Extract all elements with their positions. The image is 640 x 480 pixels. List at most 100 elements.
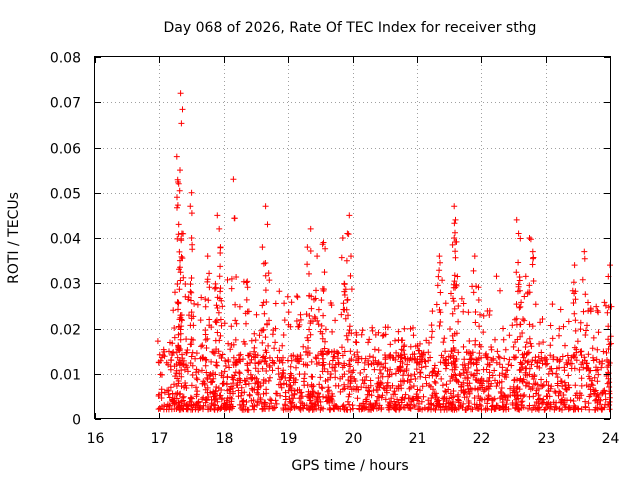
data-point <box>215 309 222 316</box>
data-point <box>332 403 339 410</box>
data-point <box>176 357 183 364</box>
data-point <box>188 353 195 360</box>
data-point <box>305 345 311 351</box>
data-point <box>524 359 531 366</box>
data-point <box>202 296 209 303</box>
data-point <box>587 306 594 313</box>
data-point <box>398 337 405 344</box>
data-point <box>348 356 355 363</box>
data-point <box>210 370 216 376</box>
data-point <box>364 391 371 398</box>
data-point <box>600 348 607 355</box>
data-point <box>287 363 294 370</box>
data-point <box>545 370 552 377</box>
data-point <box>240 356 246 363</box>
data-point <box>520 393 527 400</box>
data-point <box>259 354 266 361</box>
data-point <box>263 386 270 393</box>
data-point <box>259 302 266 309</box>
data-point <box>589 382 596 389</box>
data-point <box>468 361 474 368</box>
data-point <box>513 301 520 308</box>
data-point <box>331 353 338 360</box>
data-point <box>226 386 233 393</box>
data-point <box>382 352 388 358</box>
data-point <box>337 375 344 382</box>
data-point <box>572 317 579 324</box>
data-point <box>505 361 512 368</box>
data-point <box>599 360 606 367</box>
data-point <box>474 367 481 374</box>
data-point <box>449 332 456 339</box>
data-point <box>493 273 500 280</box>
data-point <box>463 349 470 356</box>
data-point <box>385 373 392 380</box>
data-point <box>518 299 525 306</box>
data-point <box>211 350 218 357</box>
data-point <box>397 405 403 412</box>
data-point <box>475 393 482 400</box>
data-point <box>302 361 309 368</box>
data-point <box>578 406 585 413</box>
data-point <box>227 346 234 353</box>
data-point <box>468 406 474 413</box>
data-point <box>604 309 611 316</box>
data-point <box>374 380 381 387</box>
data-point <box>483 354 490 361</box>
data-point <box>526 235 533 241</box>
data-point <box>175 221 182 228</box>
data-point <box>513 269 520 276</box>
data-point <box>442 348 449 355</box>
data-point <box>264 321 270 328</box>
data-point <box>199 342 206 349</box>
data-point <box>571 365 578 372</box>
data-point <box>249 387 256 393</box>
data-point <box>461 389 468 396</box>
data-point <box>259 365 266 372</box>
data-point <box>512 339 519 346</box>
data-point <box>492 406 499 412</box>
data-point <box>216 337 223 344</box>
data-point <box>192 355 199 362</box>
data-point <box>175 323 182 330</box>
data-point <box>510 343 517 350</box>
data-point <box>376 402 383 409</box>
data-point <box>214 294 221 301</box>
data-point <box>418 364 425 371</box>
data-point <box>581 357 588 364</box>
data-point <box>503 401 510 408</box>
data-point <box>187 394 194 401</box>
data-point <box>576 390 583 397</box>
data-point <box>199 380 206 387</box>
data-point <box>428 322 435 329</box>
data-point <box>347 348 354 355</box>
data-point <box>158 389 165 396</box>
data-point <box>513 216 520 223</box>
data-point <box>269 357 276 364</box>
data-point <box>543 378 550 385</box>
data-point <box>174 202 181 209</box>
data-point <box>453 377 460 384</box>
data-point <box>329 328 336 335</box>
data-point <box>589 345 596 352</box>
data-point <box>326 396 333 403</box>
data-point <box>286 374 293 381</box>
data-point <box>354 395 361 402</box>
data-point <box>378 406 385 413</box>
data-point <box>322 326 329 333</box>
data-point <box>276 288 283 295</box>
data-point <box>235 387 242 394</box>
data-point <box>237 351 244 358</box>
data-point <box>499 364 506 371</box>
data-point <box>225 403 232 410</box>
data-point <box>403 366 410 372</box>
data-point <box>199 354 206 361</box>
data-point <box>346 323 353 330</box>
data-point <box>348 386 355 393</box>
data-point <box>542 354 548 361</box>
data-point <box>373 400 379 407</box>
data-point <box>341 292 348 298</box>
data-point <box>188 210 195 217</box>
data-point <box>155 359 162 366</box>
data-point <box>496 372 503 379</box>
